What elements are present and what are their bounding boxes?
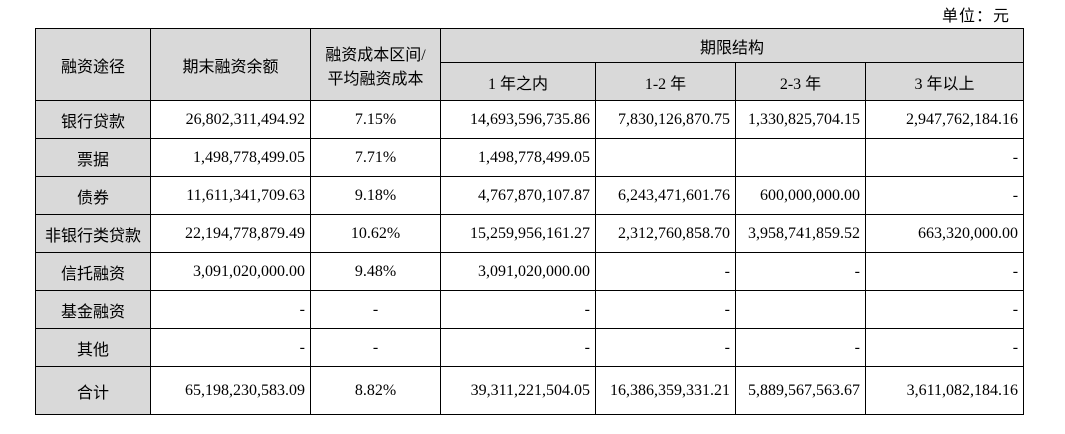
cell-balance: 22,194,778,879.49 <box>150 214 311 253</box>
cell-channel: 基金融资 <box>35 290 151 329</box>
cell-cost: - <box>310 290 441 329</box>
cell-2-3y: 1,330,825,704.15 <box>735 100 866 139</box>
header-cost-line2: 平均融资成本 <box>327 70 424 88</box>
cell-1-2y <box>595 138 736 177</box>
cell-channel: 非银行类贷款 <box>35 214 151 253</box>
header-term-structure: 期限结构 <box>439 28 1025 63</box>
cell-1-2y: 6,243,471,601.76 <box>595 176 736 215</box>
cell-over-3y: - <box>864 176 1025 215</box>
cell-within-1y: - <box>440 290 596 329</box>
cell-1-2y: 16,386,359,331.21 <box>595 366 736 415</box>
header-within-1y: 1 年之内 <box>440 62 596 101</box>
header-cost: 融资成本区间/平均融资成本 <box>310 28 441 101</box>
cell-cost: 8.82% <box>310 366 441 415</box>
cell-over-3y: - <box>864 138 1025 177</box>
table-row-bonds: 债券 11,611,341,709.63 9.18% 4,767,870,107… <box>35 176 1025 215</box>
header-1-2y: 1-2 年 <box>595 62 736 101</box>
table-row-nonbank-loans: 非银行类贷款 22,194,778,879.49 10.62% 15,259,9… <box>35 214 1025 253</box>
cell-over-3y: 663,320,000.00 <box>864 214 1025 253</box>
cell-2-3y: - <box>735 252 866 291</box>
cell-2-3y <box>735 290 866 329</box>
cell-1-2y: 2,312,760,858.70 <box>595 214 736 253</box>
cell-cost: 7.15% <box>310 100 441 139</box>
cell-balance: 1,498,778,499.05 <box>150 138 311 177</box>
cell-channel: 信托融资 <box>35 252 151 291</box>
cell-channel: 其他 <box>35 328 151 367</box>
cell-cost: - <box>310 328 441 367</box>
table-row-notes: 票据 1,498,778,499.05 7.71% 1,498,778,499.… <box>35 138 1025 177</box>
cell-balance: - <box>150 290 311 329</box>
table-row-other: 其他 - - - - - - <box>35 328 1025 367</box>
header-row-terms: 1 年之内 1-2 年 2-3 年 3 年以上 <box>36 62 1025 101</box>
cell-balance: 11,611,341,709.63 <box>150 176 311 215</box>
cell-balance: 65,198,230,583.09 <box>150 366 311 415</box>
cell-cost: 9.48% <box>310 252 441 291</box>
financing-structure-table: 融资途径 期末融资余额 融资成本区间/平均融资成本 期限结构 1 年之内 1-2… <box>35 28 1025 415</box>
cell-channel: 银行贷款 <box>35 100 151 139</box>
cell-within-1y: 4,767,870,107.87 <box>440 176 596 215</box>
cell-balance: - <box>150 328 311 367</box>
cell-channel: 合计 <box>35 366 151 415</box>
cell-within-1y: 3,091,020,000.00 <box>440 252 596 291</box>
cell-1-2y: - <box>595 290 736 329</box>
cell-within-1y: 39,311,221,504.05 <box>440 366 596 415</box>
cell-over-3y: 2,947,762,184.16 <box>864 100 1025 139</box>
cell-within-1y: 1,498,778,499.05 <box>440 138 596 177</box>
cell-cost: 10.62% <box>310 214 441 253</box>
table-row-total: 合计 65,198,230,583.09 8.82% 39,311,221,50… <box>35 366 1025 415</box>
cell-over-3y: - <box>864 290 1025 329</box>
cell-1-2y: - <box>595 252 736 291</box>
cell-2-3y: - <box>735 328 866 367</box>
cell-within-1y: - <box>440 328 596 367</box>
header-over-3y: 3 年以上 <box>864 62 1025 101</box>
cell-over-3y: 3,611,082,184.16 <box>864 366 1025 415</box>
cell-channel: 票据 <box>35 138 151 177</box>
cell-within-1y: 15,259,956,161.27 <box>440 214 596 253</box>
cell-2-3y: 3,958,741,859.52 <box>735 214 866 253</box>
cell-cost: 9.18% <box>310 176 441 215</box>
cell-within-1y: 14,693,596,735.86 <box>440 100 596 139</box>
cell-1-2y: 7,830,126,870.75 <box>595 100 736 139</box>
unit-label: 单位：元 <box>941 8 1010 25</box>
header-row-group: 融资途径 期末融资余额 融资成本区间/平均融资成本 期限结构 <box>35 28 1025 101</box>
header-cost-line1: 融资成本区间/ <box>325 46 426 64</box>
cell-cost: 7.71% <box>310 138 441 177</box>
cell-balance: 26,802,311,494.92 <box>150 100 311 139</box>
cell-balance: 3,091,020,000.00 <box>150 252 311 291</box>
cell-2-3y: 5,889,567,563.67 <box>735 366 866 415</box>
cell-channel: 债券 <box>35 176 151 215</box>
cell-1-2y: - <box>595 328 736 367</box>
cell-2-3y: 600,000,000.00 <box>735 176 866 215</box>
table-row-fund-financing: 基金融资 - - - - - <box>35 290 1025 329</box>
table-row-trust-financing: 信托融资 3,091,020,000.00 9.48% 3,091,020,00… <box>35 252 1025 291</box>
header-2-3y: 2-3 年 <box>735 62 866 101</box>
cell-over-3y: - <box>864 252 1025 291</box>
header-channel: 融资途径 <box>35 28 151 101</box>
cell-2-3y <box>735 138 866 177</box>
header-balance: 期末融资余额 <box>150 28 311 101</box>
table-row-bank-loans: 银行贷款 26,802,311,494.92 7.15% 14,693,596,… <box>35 100 1025 139</box>
cell-over-3y: - <box>864 328 1025 367</box>
